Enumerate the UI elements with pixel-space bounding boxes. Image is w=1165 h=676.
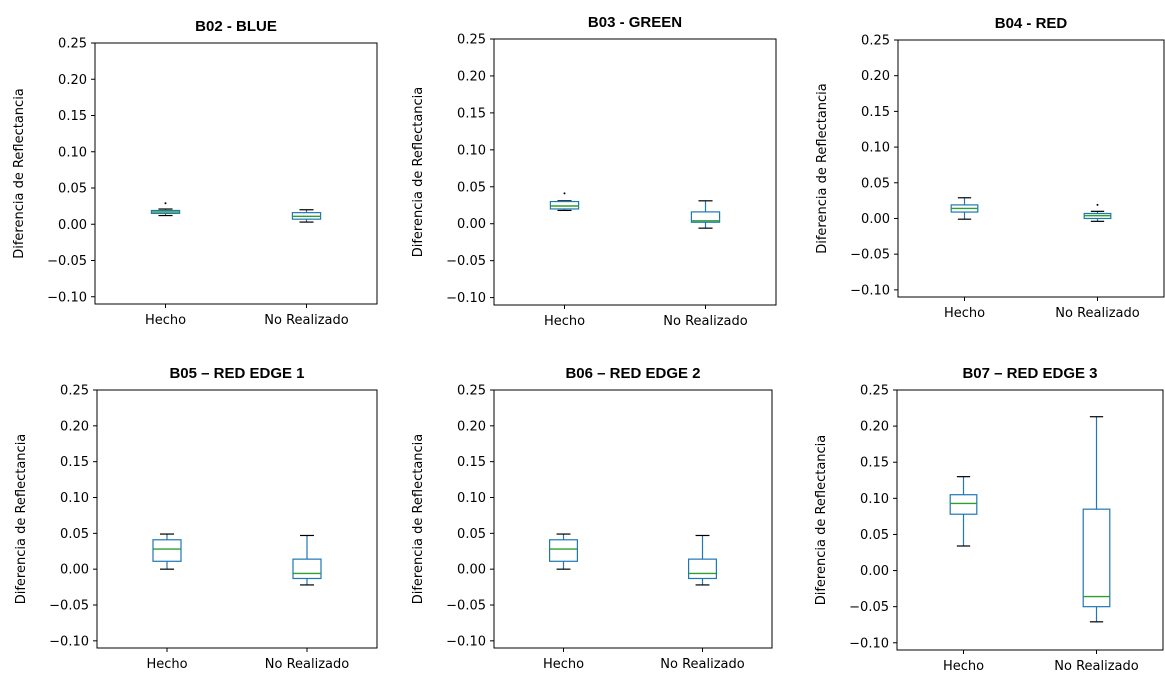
y-tick-label: 0.25	[60, 384, 89, 399]
y-tick-label: 0.15	[60, 455, 89, 470]
y-tick-label: 0.20	[60, 419, 89, 434]
y-tick-label: 0.05	[60, 527, 89, 542]
x-tick-label: No Realizado	[264, 313, 348, 328]
y-tick-label: 0.00	[457, 217, 486, 232]
y-tick-label: 0.10	[60, 491, 89, 506]
y-tick-label: 0.20	[58, 73, 87, 88]
box-iqr	[949, 494, 978, 515]
y-tick-label: −0.10	[849, 636, 889, 651]
x-tick-label: Hecho	[543, 657, 584, 672]
y-tick-label: 0.15	[861, 105, 890, 120]
chart-title: B05 – RED EDGE 1	[169, 365, 304, 382]
y-tick-label: −0.10	[47, 290, 87, 305]
plot-frame	[493, 38, 777, 306]
chart-title: B02 - BLUE	[195, 18, 277, 35]
y-tick-label: −0.05	[849, 600, 889, 615]
y-tick-label: 0.25	[860, 384, 889, 399]
y-axis-label: Diferencia de Reflectancia	[814, 435, 829, 606]
y-tick-label: 0.25	[861, 34, 890, 49]
box-iqr	[1082, 508, 1111, 608]
chart-title: B04 - RED	[995, 15, 1068, 32]
y-tick-label: 0.00	[457, 563, 486, 578]
x-tick-label: Hecho	[544, 314, 585, 329]
box-iqr	[292, 558, 322, 580]
box-iqr	[690, 211, 721, 223]
box-iqr	[548, 539, 578, 562]
y-tick-label: 0.10	[860, 492, 889, 507]
y-tick-label: −0.05	[49, 599, 89, 614]
y-tick-label: −0.05	[850, 248, 890, 263]
chart-title: B03 - GREEN	[588, 14, 682, 31]
x-tick-label: Hecho	[944, 306, 985, 321]
plot-frame	[96, 389, 378, 649]
box-iqr	[687, 558, 717, 580]
y-axis-label: Diferencia de Reflectancia	[411, 434, 426, 605]
y-tick-label: 0.05	[457, 180, 486, 195]
y-tick-label: 0.05	[860, 528, 889, 543]
x-tick-label: No Realizado	[1055, 306, 1139, 321]
y-tick-label: 0.20	[861, 69, 890, 84]
plot-frame	[493, 389, 773, 649]
y-axis-label: Diferencia de Reflectancia	[12, 88, 27, 259]
y-tick-label: −0.10	[850, 283, 890, 298]
x-tick-label: Hecho	[943, 659, 984, 674]
x-tick-label: No Realizado	[663, 314, 747, 329]
y-tick-label: 0.05	[58, 182, 87, 197]
y-tick-label: 0.10	[457, 143, 486, 158]
y-tick-label: 0.10	[457, 491, 486, 506]
y-tick-label: 0.10	[58, 145, 87, 160]
plot-frame	[94, 42, 378, 305]
y-axis-label: Diferencia de Reflectancia	[411, 87, 426, 258]
x-tick-label: Hecho	[145, 313, 186, 328]
plot-frame	[897, 39, 1165, 298]
y-tick-label: 0.10	[861, 141, 890, 156]
y-axis-label: Diferencia de Reflectancia	[815, 83, 830, 254]
y-tick-label: 0.15	[457, 106, 486, 121]
x-tick-label: No Realizado	[265, 657, 349, 672]
y-tick-label: 0.20	[457, 69, 486, 84]
y-tick-label: −0.10	[49, 634, 89, 649]
y-tick-label: −0.05	[446, 599, 486, 614]
y-tick-label: 0.00	[58, 218, 87, 233]
x-tick-label: No Realizado	[1054, 659, 1138, 674]
y-tick-label: −0.10	[446, 291, 486, 306]
y-tick-label: 0.25	[457, 33, 486, 48]
y-tick-label: 0.15	[457, 455, 486, 470]
y-tick-label: 0.05	[861, 176, 890, 191]
y-axis-label: Diferencia de Reflectancia	[14, 434, 29, 605]
y-tick-label: 0.25	[457, 384, 486, 399]
y-tick-label: −0.10	[446, 634, 486, 649]
x-tick-label: Hecho	[146, 657, 187, 672]
plot-frame	[896, 389, 1164, 651]
outlier-point	[563, 192, 566, 195]
chart-title: B06 – RED EDGE 2	[565, 365, 700, 382]
outlier-point	[164, 202, 167, 205]
outlier-point	[1096, 203, 1099, 206]
y-tick-label: −0.05	[47, 254, 87, 269]
chart-title: B07 – RED EDGE 3	[962, 365, 1097, 382]
x-tick-label: No Realizado	[660, 657, 744, 672]
y-tick-label: 0.00	[60, 563, 89, 578]
y-tick-label: 0.15	[860, 456, 889, 471]
y-tick-label: 0.00	[861, 212, 890, 227]
box-iqr	[549, 200, 580, 210]
y-tick-label: 0.20	[457, 419, 486, 434]
y-tick-label: 0.15	[58, 109, 87, 124]
y-tick-label: −0.05	[446, 254, 486, 269]
y-tick-label: 0.05	[457, 527, 486, 542]
y-tick-label: 0.00	[860, 564, 889, 579]
y-tick-label: 0.25	[58, 37, 87, 52]
box-iqr	[152, 539, 182, 562]
y-tick-label: 0.20	[860, 420, 889, 435]
